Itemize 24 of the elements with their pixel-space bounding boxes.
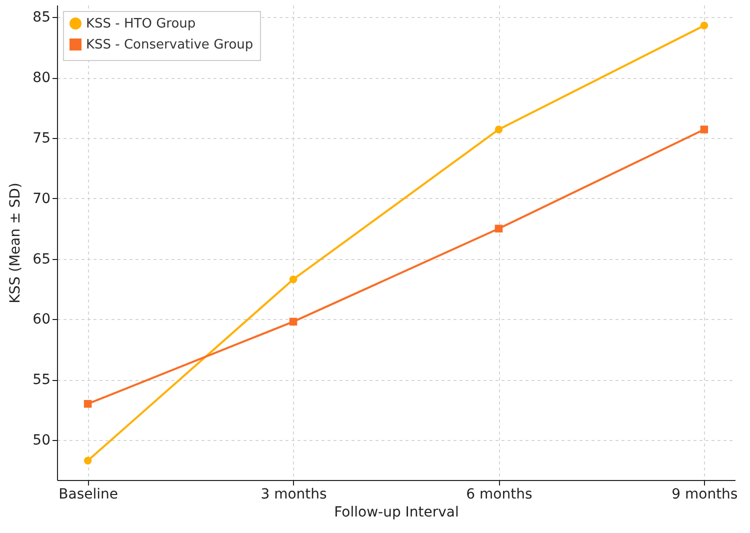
x-tick-label: 3 months: [260, 486, 327, 502]
x-tick-label: 9 months: [672, 486, 738, 502]
y-tick-label: 75: [32, 130, 50, 146]
legend-label: KSS - Conservative Group: [86, 38, 254, 52]
x-tick-label: 6 months: [466, 486, 532, 502]
y-tick-label: 65: [32, 251, 50, 268]
legend-label: KSS - HTO Group: [86, 16, 196, 32]
point: [84, 456, 92, 465]
y-axis-title: KSS (Mean ± SD): [8, 182, 24, 304]
y-tick-label: 60: [32, 312, 50, 328]
y-tick-label: 80: [32, 70, 50, 86]
point: [700, 22, 708, 30]
point: [494, 224, 503, 232]
x-axis-title: Follow-up Interval: [334, 504, 459, 520]
point: [289, 318, 298, 326]
point: [289, 276, 298, 284]
point: [494, 126, 503, 134]
y-tick-label: 70: [32, 190, 50, 207]
y-tick-label: 50: [32, 432, 50, 449]
point: [700, 126, 708, 134]
point: [84, 400, 92, 408]
y-tick-label: 85: [32, 10, 50, 26]
y-tick-label: 55: [32, 372, 50, 388]
x-tick-label: Baseline: [58, 486, 118, 502]
